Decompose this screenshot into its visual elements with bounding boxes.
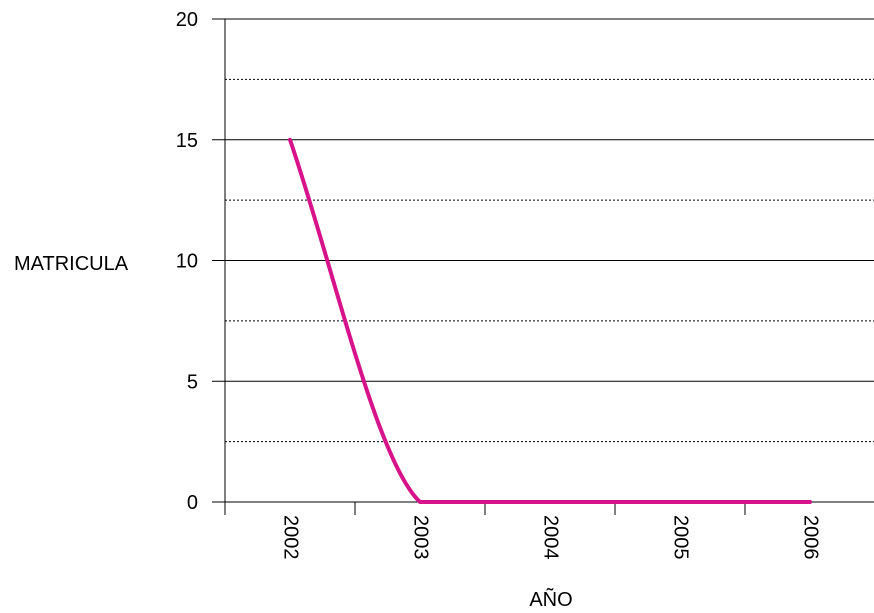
y-axis-title: MATRICULA — [14, 253, 129, 275]
x-tick-label: 2004 — [540, 515, 562, 560]
y-tick-label: 20 — [176, 9, 198, 31]
tick-labels: 0 5 10 15 20 2002 2003 2004 2005 2006 — [176, 9, 822, 560]
y-tick-label: 0 — [187, 492, 198, 514]
x-axis-title: AÑO — [529, 587, 572, 611]
y-tick-label: 5 — [187, 371, 198, 393]
x-tick-label: 2006 — [800, 515, 822, 560]
series-line — [288, 137, 812, 504]
x-tick-label: 2003 — [410, 515, 432, 560]
x-tick-label: 2002 — [280, 515, 302, 560]
y-tick-label: 15 — [176, 130, 198, 152]
y-tick-label: 10 — [176, 251, 198, 273]
x-tick-label: 2005 — [670, 515, 692, 560]
series-layer — [288, 137, 812, 504]
axes — [212, 18, 874, 515]
gridlines — [225, 18, 874, 443]
